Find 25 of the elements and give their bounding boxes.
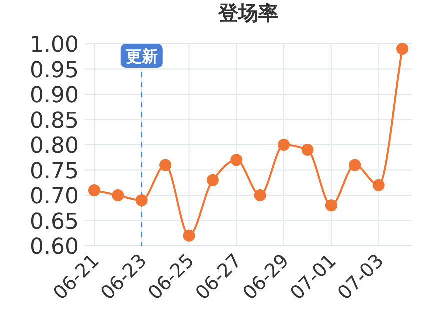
y-tick-label: 0.90 xyxy=(30,84,79,108)
point xyxy=(372,179,385,192)
y-tick-label: 0.75 xyxy=(30,159,79,184)
point xyxy=(349,159,362,172)
point xyxy=(302,144,314,156)
y-tick-label: 0.85 xyxy=(30,108,79,134)
point xyxy=(136,194,148,207)
point xyxy=(230,154,243,166)
point xyxy=(183,230,196,242)
y-tick-label: 0.80 xyxy=(30,134,79,159)
y-tick-label: 0.60 xyxy=(30,235,79,260)
y-tick-label: 0.70 xyxy=(30,184,79,210)
point xyxy=(112,190,124,202)
ref-line-label: 更新 xyxy=(126,47,158,66)
point xyxy=(396,43,409,56)
y-tick-label: 0.65 xyxy=(30,210,79,235)
point xyxy=(254,190,266,202)
point xyxy=(325,200,338,212)
point xyxy=(278,139,290,151)
y-tick-label: 0.95 xyxy=(30,58,79,84)
point xyxy=(160,159,172,172)
chart-title: 登场率 xyxy=(218,1,278,25)
point xyxy=(206,174,219,186)
y-tick-label: 1.00 xyxy=(30,33,79,58)
point xyxy=(88,184,100,196)
